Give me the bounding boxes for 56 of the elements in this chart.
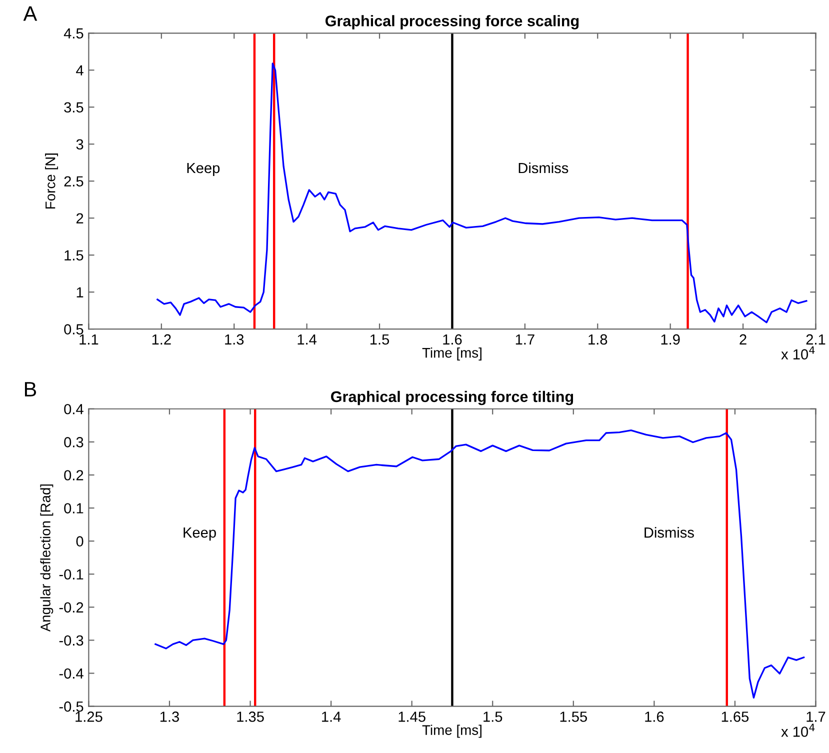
y-tick-label: 1 [76, 287, 84, 298]
y-tick-label: 0.2 [64, 470, 84, 480]
x-tick-label: 1.45 [398, 712, 426, 722]
text: x 10$^{4}$ [781, 346, 815, 360]
y-tick-label: -0.5 [59, 701, 84, 712]
line-series [156, 62, 808, 324]
x-tick-label: 1.65 [722, 712, 749, 722]
x-tick-label: 1.1 [80, 334, 98, 344]
x-tick-label: 1.5 [370, 334, 390, 345]
x-tick-label: 1.9 [661, 334, 680, 345]
y-tick-label: -0.3 [59, 635, 84, 646]
y-tick-label: 0.5 [64, 324, 84, 334]
y-tick-label: 4.5 [64, 28, 84, 39]
x-tick-label: 1.4 [322, 712, 341, 722]
x-tick-label: 1.7 [806, 712, 826, 722]
annotation: Dismiss [518, 162, 568, 174]
y-tick-label: 0.1 [64, 503, 84, 514]
y-tick-label: 3 [76, 139, 84, 150]
text: x 10$^{4}$ [781, 724, 815, 737]
y-tick-label: 2 [76, 213, 84, 224]
y-tick-label: 0 [76, 536, 84, 546]
x-tick-label: 1.35 [237, 712, 264, 722]
y-tick-label: 0.3 [64, 437, 84, 448]
y-tick-label: 4 [76, 65, 84, 76]
x-tick-label: 2 [740, 334, 746, 344]
chart-title: Graphical processing force tilting [331, 390, 574, 406]
annotation: Keep [187, 163, 220, 176]
x-tick-label: 1.3 [160, 712, 179, 722]
x-tick-label: 1.6 [645, 712, 664, 722]
chart-title: Graphical processing force scaling [326, 15, 579, 30]
line-series [154, 430, 805, 699]
y-tick-label: 1.5 [64, 250, 84, 261]
x-tick-label: 1.5 [484, 712, 502, 722]
x-tick-label: 1.4 [298, 334, 317, 344]
x-tick-label: 1.8 [588, 334, 608, 345]
x-tick-label: 1.25 [76, 712, 102, 722]
annotation: Keep [184, 528, 216, 541]
y-tick-label: 3.5 [64, 102, 84, 113]
x-tick-label: 1.3 [225, 334, 244, 345]
text: A [23, 6, 38, 21]
text: B [24, 382, 36, 396]
y-tick-label: -0.2 [59, 602, 84, 613]
x-tick-label: 1.7 [516, 334, 534, 344]
y-axis-title: Force [N] [45, 154, 58, 209]
annotation: Dismiss [644, 527, 694, 538]
y-tick-label: 0.4 [64, 404, 84, 414]
y-tick-label: -0.1 [59, 569, 84, 580]
y-tick-label: -0.4 [59, 668, 84, 679]
x-tick-label: 2.1 [806, 334, 826, 344]
x-axis-title: Time [ms] [422, 724, 482, 738]
x-axis-title: Time [ms] [422, 348, 482, 360]
x-tick-label: 1.6 [443, 334, 462, 345]
x-tick-label: 1.55 [560, 712, 587, 722]
y-tick-label: 2.5 [64, 176, 84, 187]
y-axis-title: Angular deflection [Rad] [40, 484, 54, 632]
x-tick-label: 1.2 [152, 334, 171, 344]
